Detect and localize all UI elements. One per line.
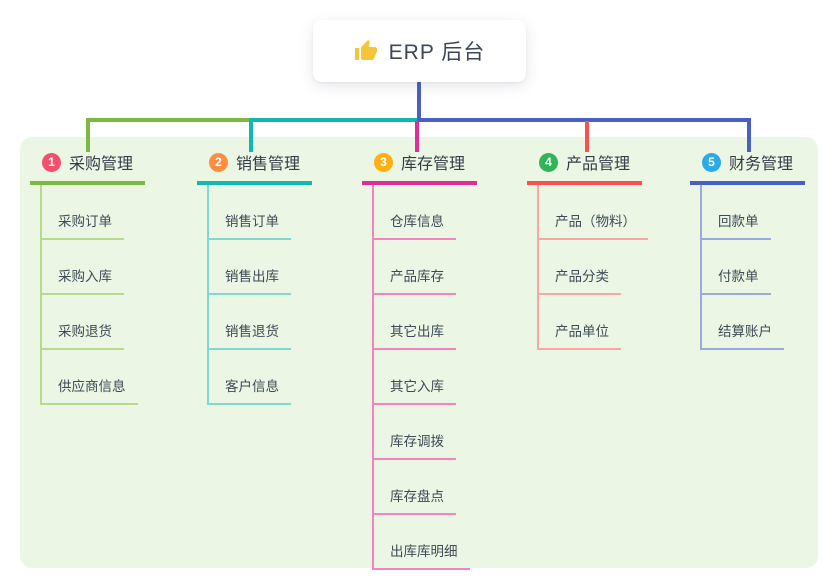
node-sales-return[interactable]: 销售退货 [209,295,291,350]
connector-drop-inventory [415,121,419,152]
node-outbound-detail[interactable]: 出库库明细 [374,515,470,570]
node-sales-outbound[interactable]: 销售出库 [209,240,291,295]
root-title: ERP 后台 [388,41,486,64]
branch-label: 财务管理 [729,156,794,173]
node-product-stock[interactable]: 产品库存 [374,240,456,295]
branch-label: 采购管理 [69,156,134,173]
node-product-material[interactable]: 产品（物料） [539,185,648,240]
node-settlement-account[interactable]: 结算账户 [702,295,784,350]
node-purchase-return[interactable]: 采购退货 [42,295,124,350]
node-warehouse-info[interactable]: 仓库信息 [374,185,456,240]
node-stock-transfer[interactable]: 库存调拨 [374,405,456,460]
connector-segment-finance [417,118,751,122]
branch-number-badge: 2 [209,152,228,172]
node-purchase-order[interactable]: 采购订单 [42,185,124,240]
connector-drop-sales [249,118,253,152]
root-connector-line [417,82,421,120]
branch-number-badge: 4 [539,152,558,172]
branch-children-finance: 回款单 付款单 结算账户 [700,185,784,350]
connector-drop-product [585,121,589,152]
node-product-unit[interactable]: 产品单位 [539,295,621,350]
node-other-outbound[interactable]: 其它出库 [374,295,456,350]
branch-number-badge: 5 [702,152,721,172]
branch-title-finance[interactable]: 5 财务管理 [690,148,805,185]
node-product-category[interactable]: 产品分类 [539,240,621,295]
connector-drop-finance [747,118,751,152]
branch-children-inventory: 仓库信息 产品库存 其它出库 其它入库 库存调拨 库存盘点 出库库明细 [372,185,470,570]
branch-children-purchase: 采购订单 采购入库 采购退货 供应商信息 [40,185,138,405]
branch-number-badge: 3 [374,152,393,172]
node-customer-info[interactable]: 客户信息 [209,350,291,405]
branch-sales-management: 2 销售管理 销售订单 销售出库 销售退货 客户信息 [197,148,312,405]
branch-children-product: 产品（物料） 产品分类 产品单位 [537,185,648,350]
node-receipt-bill[interactable]: 回款单 [702,185,771,240]
branch-label: 销售管理 [236,156,301,173]
branch-children-sales: 销售订单 销售出库 销售退货 客户信息 [207,185,291,405]
node-sales-order[interactable]: 销售订单 [209,185,291,240]
branch-title-product[interactable]: 4 产品管理 [527,148,642,185]
branch-product-management: 4 产品管理 产品（物料） 产品分类 产品单位 [527,148,648,350]
branch-title-sales[interactable]: 2 销售管理 [197,148,312,185]
thumbs-up-icon [354,40,377,60]
branch-label: 库存管理 [401,156,466,173]
branch-finance-management: 5 财务管理 回款单 付款单 结算账户 [690,148,805,350]
node-other-inbound[interactable]: 其它入库 [374,350,456,405]
node-supplier-info[interactable]: 供应商信息 [42,350,138,405]
branch-title-purchase[interactable]: 1 采购管理 [30,148,145,185]
branch-inventory-management: 3 库存管理 仓库信息 产品库存 其它出库 其它入库 库存调拨 库存盘点 出库库… [362,148,477,570]
branch-label: 产品管理 [566,156,631,173]
branch-number-badge: 1 [42,152,61,172]
connector-drop-purchase [86,118,90,152]
root-node-erp-backend[interactable]: ERP 后台 [313,20,526,82]
node-payment-bill[interactable]: 付款单 [702,240,771,295]
branch-purchase-management: 1 采购管理 采购订单 采购入库 采购退货 供应商信息 [30,148,145,405]
branches-panel [20,137,818,568]
branch-title-inventory[interactable]: 3 库存管理 [362,148,477,185]
connector-segment-sales [251,118,417,122]
connector-segment-purchase [86,118,251,122]
node-purchase-inbound[interactable]: 采购入库 [42,240,124,295]
node-stock-taking[interactable]: 库存盘点 [374,460,456,515]
